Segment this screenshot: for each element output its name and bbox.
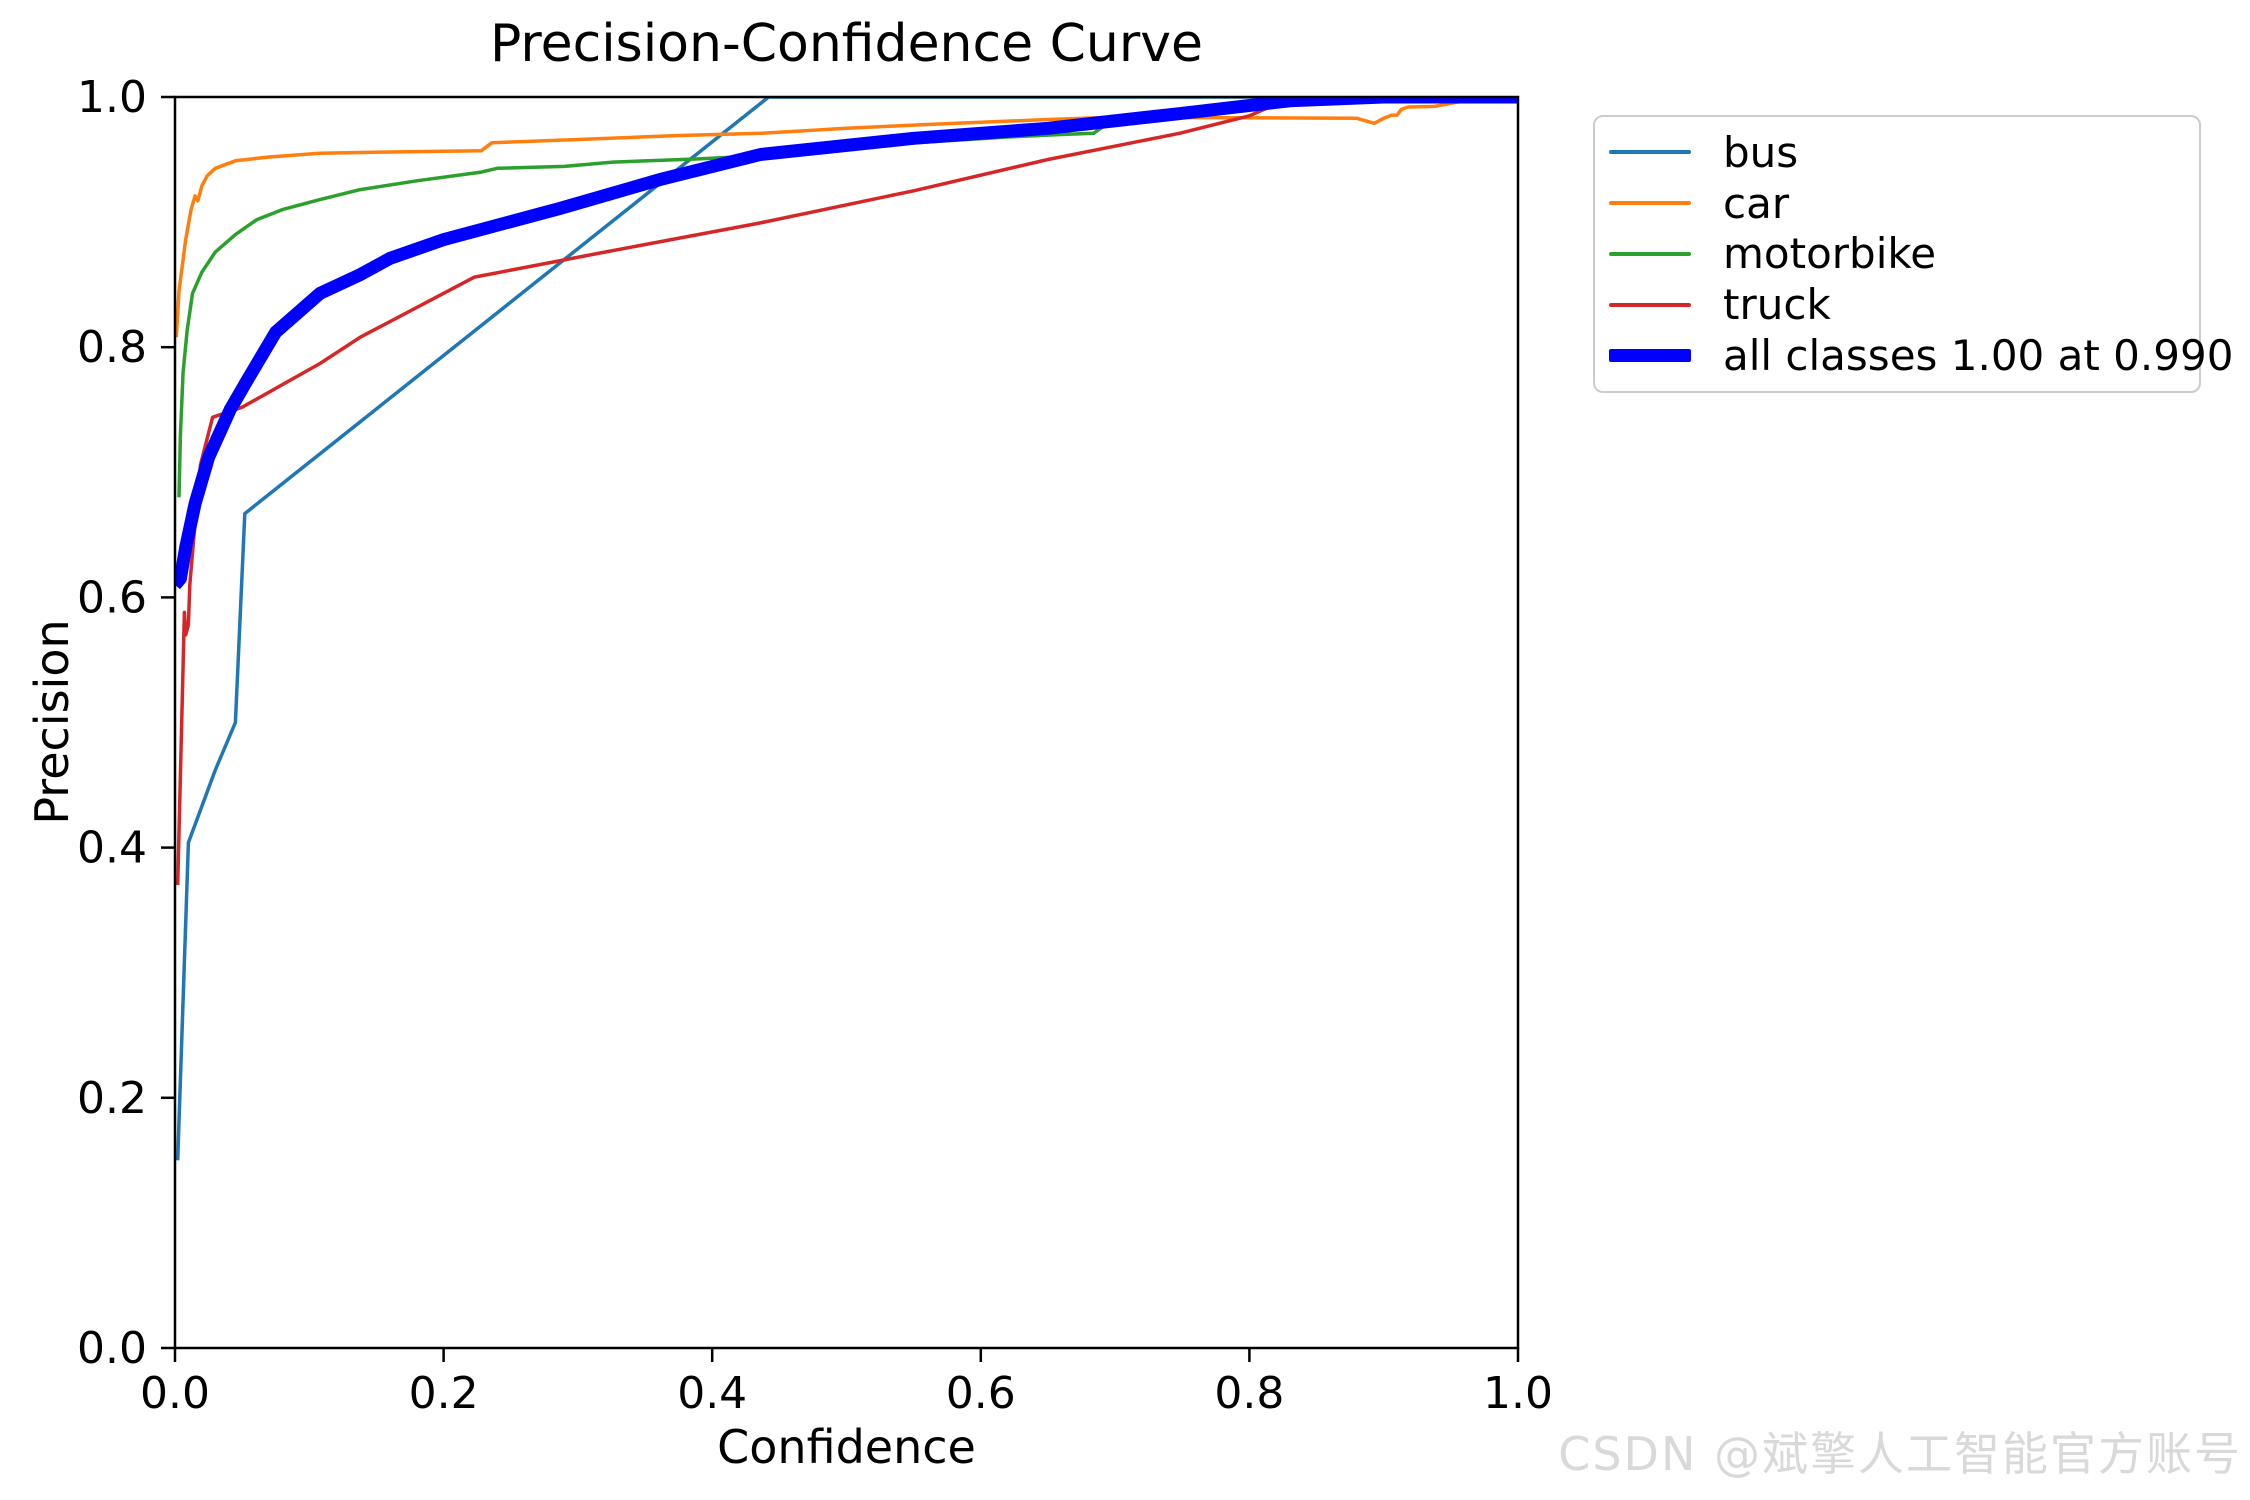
y-tick-label: 1.0 [77, 72, 147, 123]
y-tick-label: 0.2 [77, 1073, 147, 1124]
y-tick-label: 0.6 [77, 572, 147, 623]
x-tick-label: 1.0 [1483, 1368, 1553, 1419]
legend-line-car [1609, 201, 1691, 206]
x-tick-label: 0.0 [140, 1368, 210, 1419]
chart-title: Precision-Confidence Curve [489, 14, 1204, 74]
x-tick-label: 0.4 [677, 1368, 747, 1419]
legend-line-motorbike [1609, 251, 1691, 256]
y-tick-label: 0.8 [77, 322, 147, 373]
series-car [175, 97, 1518, 338]
axes-frame [173, 95, 1520, 1350]
legend-item-motorbike: motorbike [1595, 229, 2199, 278]
legend-label-motorbike: motorbike [1723, 229, 1937, 279]
legend-item-bus: bus [1595, 128, 2199, 177]
y-tick-label: 0.0 [77, 1323, 147, 1374]
legend-label-car: car [1723, 178, 1790, 228]
y-axis-label: Precision [25, 619, 79, 825]
legend-line-truck [1609, 302, 1691, 307]
x-tick-label: 0.2 [409, 1368, 479, 1419]
series-all-classes [175, 97, 1518, 590]
x-tick-label: 0.8 [1214, 1368, 1284, 1419]
legend-label-truck: truck [1723, 280, 1831, 330]
watermark: CSDN @斌擎人工智能官方账号 [1558, 1427, 2242, 1481]
legend-line-bus [1609, 150, 1691, 155]
legend-item-truck: truck [1595, 280, 2199, 329]
legend-line-all-classes [1609, 349, 1691, 363]
series-bus [175, 97, 1451, 1161]
legend-label-all-classes: all classes 1.00 at 0.990 [1723, 331, 2234, 381]
legend-item-car: car [1595, 179, 2199, 228]
legend-label-bus: bus [1723, 127, 1799, 177]
series-truck [175, 97, 1505, 886]
x-axis-label: Confidence [717, 1420, 976, 1474]
legend: bus car motorbike truck all classes 1.00 at … [1593, 115, 2233, 393]
y-tick-label: 0.4 [77, 823, 147, 874]
x-tick-label: 0.6 [946, 1368, 1016, 1419]
legend-item-all-classes: all classes 1.00 at 0.990 [1595, 331, 2233, 380]
